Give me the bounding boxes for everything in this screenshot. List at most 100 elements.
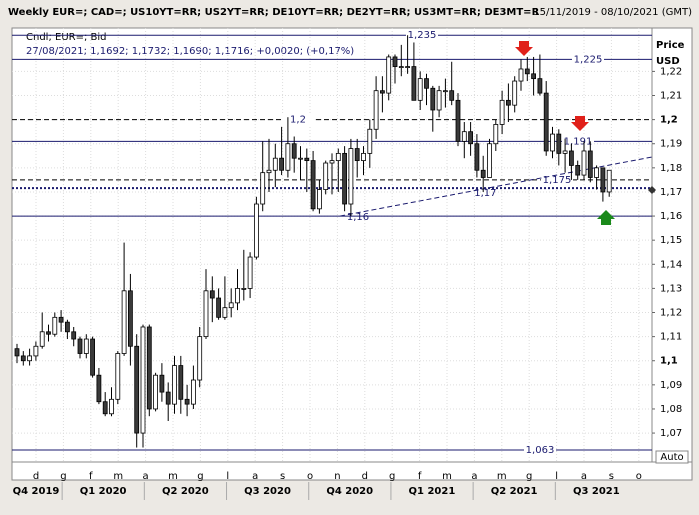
- y-axis-unit: USD: [656, 56, 680, 67]
- y-tick-label: 1,18: [660, 163, 682, 174]
- level-label-bg: [572, 53, 604, 66]
- candle-body: [487, 143, 492, 178]
- price-marker: [648, 186, 656, 194]
- y-tick-label: 1,22: [660, 66, 682, 77]
- scale-button[interactable]: [655, 450, 689, 464]
- candle-body: [505, 99, 511, 106]
- level-label-bg: [282, 113, 314, 126]
- quarter-label: Q3 2021: [573, 486, 620, 497]
- candle-body: [260, 172, 266, 205]
- candle-body: [436, 90, 442, 111]
- candle-body: [474, 143, 480, 171]
- candle-body: [102, 401, 108, 415]
- quarter-label: Q1 2021: [409, 486, 456, 497]
- candle-body: [310, 160, 316, 210]
- candle-body: [253, 203, 259, 258]
- candle-body: [121, 290, 127, 354]
- month-label: d: [362, 471, 368, 482]
- candle-body: [379, 90, 385, 94]
- candle-body: [90, 338, 95, 376]
- y-tick-label: 1,14: [660, 259, 682, 270]
- candle-body: [241, 287, 247, 290]
- candle-body: [146, 326, 152, 410]
- candle-body: [20, 355, 26, 362]
- quarter-label: Q4 2019: [13, 486, 60, 497]
- level-label: 1,225: [574, 54, 603, 65]
- candle-body: [537, 78, 543, 94]
- y-tick-label: 1,15: [660, 235, 682, 246]
- y-tick-label: 1,1: [660, 356, 678, 367]
- candle-body: [39, 331, 45, 347]
- candle-body: [58, 316, 64, 323]
- marks: d g f m a m g l a s o n d g f m a m g l a s o Q4 2019 Q1 2020 Q2 …: [12, 28, 682, 500]
- candle-body: [46, 331, 51, 335]
- candle-body: [323, 162, 329, 190]
- chart-subtitle: 15/11/2019 - 08/10/2021 (GMT): [533, 7, 692, 18]
- y-tick-label: 1,17: [660, 187, 682, 198]
- candle-body: [606, 169, 612, 193]
- level-label-bg: [406, 29, 438, 42]
- y-axis-title: Price: [656, 40, 685, 51]
- candle-body: [442, 90, 448, 93]
- candle-body: [531, 73, 536, 80]
- month-label: n: [334, 471, 340, 482]
- y-tick-label: 1,21: [660, 91, 682, 102]
- month-label: s: [609, 471, 614, 482]
- legend-title: Cndl; EUR=; Bid: [26, 32, 107, 43]
- candle-body: [140, 326, 146, 434]
- quarter-label: Q3 2020: [244, 486, 291, 497]
- candle-body: [398, 66, 404, 68]
- candle-body: [348, 148, 354, 205]
- plot-area: [11, 27, 653, 463]
- trendline-label: 1,16: [347, 212, 369, 223]
- candle-body: [247, 256, 253, 289]
- candle-body: [424, 78, 429, 89]
- candle-body: [184, 398, 190, 405]
- candle-body: [581, 150, 587, 176]
- candle-body: [354, 148, 360, 162]
- month-label: a: [471, 471, 477, 482]
- trendline: [339, 156, 653, 217]
- candle-body: [361, 152, 366, 162]
- scale-mode[interactable]: Auto: [660, 452, 683, 463]
- candle-body: [316, 189, 322, 210]
- candle-body: [285, 143, 291, 171]
- month-label: s: [280, 471, 285, 482]
- candle-body: [562, 150, 568, 154]
- candle-body: [235, 287, 240, 304]
- candle-body: [405, 66, 411, 68]
- candle-body: [203, 290, 209, 338]
- month-label: g: [197, 471, 203, 482]
- candle-body: [543, 92, 549, 152]
- quarter-label: Q2 2021: [491, 486, 538, 497]
- candle-body: [115, 353, 121, 400]
- month-label: m: [442, 471, 452, 482]
- candle-body: [65, 321, 70, 333]
- month-label: m: [113, 471, 123, 482]
- quarter-label: Q2 2020: [162, 486, 209, 497]
- candle-body: [524, 68, 530, 75]
- y-tick-label: 1,2: [660, 115, 678, 126]
- month-label: o: [307, 471, 313, 482]
- candle-body: [449, 90, 455, 101]
- candle-body: [335, 152, 341, 162]
- candle-body: [386, 56, 392, 94]
- candle-body: [71, 331, 77, 340]
- month-label: g: [60, 471, 66, 482]
- candle-body: [518, 68, 524, 82]
- month-label: a: [581, 471, 587, 482]
- candle-body: [575, 165, 581, 176]
- candle-body: [329, 160, 335, 164]
- candle-body: [165, 391, 171, 405]
- candle-body: [266, 169, 272, 174]
- candle-body: [159, 374, 165, 393]
- candle-body: [153, 374, 159, 410]
- candle-body: [367, 128, 373, 154]
- candle-body: [556, 133, 562, 154]
- candle-body: [304, 157, 310, 162]
- candle-body: [392, 56, 398, 67]
- trendline-label: 1,17: [474, 188, 496, 199]
- month-label: l: [226, 471, 229, 482]
